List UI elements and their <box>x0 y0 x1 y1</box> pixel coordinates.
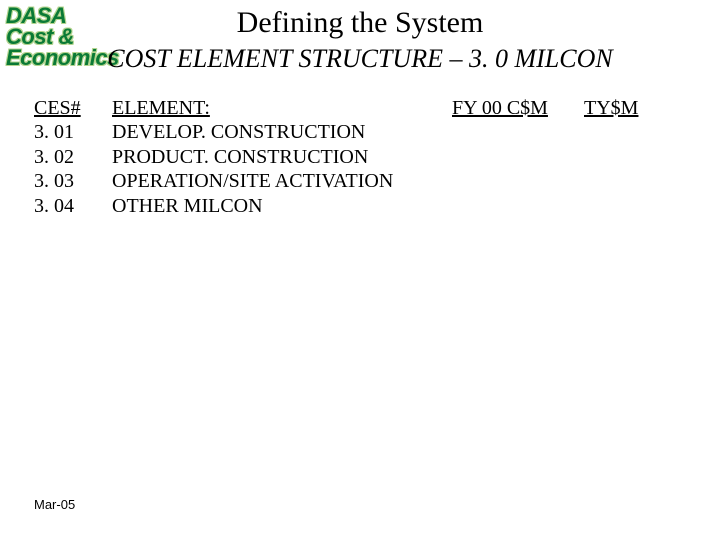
cell-fy <box>452 194 584 218</box>
cell-ces: 3. 04 <box>34 194 112 218</box>
table-row: 3. 02 PRODUCT. CONSTRUCTION <box>34 145 674 169</box>
cell-ces: 3. 01 <box>34 120 112 144</box>
cell-element: OPERATION/SITE ACTIVATION <box>112 169 452 193</box>
table-row: 3. 03 OPERATION/SITE ACTIVATION <box>34 169 674 193</box>
cell-fy <box>452 169 584 193</box>
cell-ces: 3. 03 <box>34 169 112 193</box>
page-title: Defining the System <box>0 6 720 40</box>
cell-element: DEVELOP. CONSTRUCTION <box>112 120 452 144</box>
table-row: 3. 01 DEVELOP. CONSTRUCTION <box>34 120 674 144</box>
table-header-row: CES# ELEMENT: FY 00 C$M TY$M <box>34 96 674 120</box>
header-fy: FY 00 C$M <box>452 96 584 120</box>
cell-fy <box>452 145 584 169</box>
cell-ces: 3. 02 <box>34 145 112 169</box>
table-row: 3. 04 OTHER MILCON <box>34 194 674 218</box>
cell-element: OTHER MILCON <box>112 194 452 218</box>
cell-fy <box>452 120 584 144</box>
header-ces: CES# <box>34 96 112 120</box>
cost-element-table: CES# ELEMENT: FY 00 C$M TY$M 3. 01 DEVEL… <box>34 96 674 218</box>
cell-ty <box>584 169 674 193</box>
header-element: ELEMENT: <box>112 96 452 120</box>
cell-ty <box>584 120 674 144</box>
header-ty: TY$M <box>584 96 674 120</box>
header-element-text: ELEMENT: <box>112 97 210 119</box>
page-subtitle: COST ELEMENT STRUCTURE – 3. 0 MILCON <box>0 44 720 74</box>
cell-ty <box>584 194 674 218</box>
cell-element: PRODUCT. CONSTRUCTION <box>112 145 452 169</box>
slide: DASA Cost & Economics Defining the Syste… <box>0 0 720 540</box>
footer-date: Mar-05 <box>34 497 75 512</box>
cell-ty <box>584 145 674 169</box>
